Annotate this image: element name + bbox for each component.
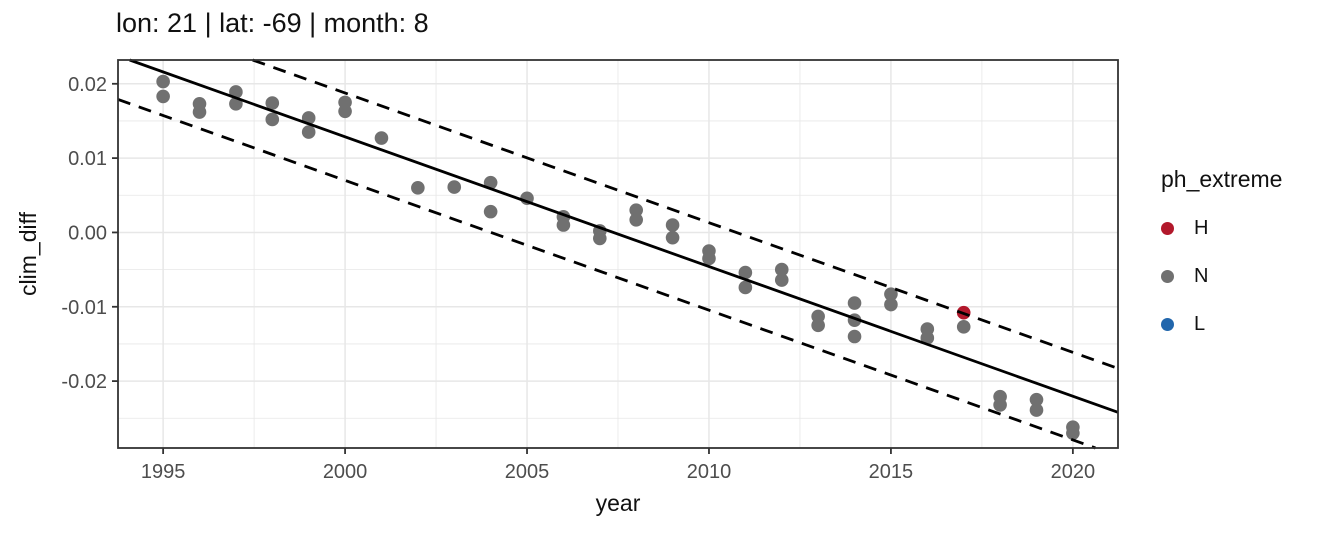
x-tick-label: 2015: [869, 461, 914, 483]
legend-dot-high-icon: [1161, 221, 1174, 235]
data-point-N: [884, 297, 898, 312]
legend-item-h: H: [1161, 215, 1282, 241]
data-point-N: [374, 131, 389, 145]
legend-item-n: N: [1161, 263, 1282, 289]
legend-dot-normal-icon: [1161, 269, 1174, 283]
data-point-N: [920, 331, 935, 345]
data-point-N: [338, 104, 352, 119]
legend-item-l: L: [1161, 311, 1282, 337]
prediction-band-line: [252, 58, 1119, 370]
data-point-N: [411, 181, 425, 195]
data-point-N: [847, 329, 862, 344]
data-point-N: [993, 398, 1007, 412]
data-point-N: [1029, 403, 1044, 417]
data-point-N: [192, 105, 207, 119]
data-point-N: [1029, 392, 1044, 407]
x-tick-label: 1995: [141, 461, 186, 483]
data-point-N: [483, 204, 498, 219]
legend-title: ph_extreme: [1161, 166, 1283, 192]
data-point-N: [265, 96, 280, 110]
data-point-N: [884, 287, 898, 301]
data-point-N: [265, 112, 280, 127]
panel-border: [117, 59, 1119, 449]
data-point-N: [811, 318, 825, 333]
y-axis-title: clim_diff: [15, 212, 41, 296]
trend-line: [129, 58, 1119, 414]
data-point-N: [702, 251, 716, 266]
data-point-N: [1066, 426, 1080, 440]
data-point-N: [629, 213, 643, 227]
data-point-N: [156, 89, 170, 104]
data-point-N: [593, 231, 607, 246]
y-tick-label: 0.00: [68, 222, 107, 244]
plot-title: lon: 21 | lat: -69 | month: 8: [116, 8, 429, 38]
data-point-N: [774, 262, 789, 277]
prediction-band-line: [117, 98, 1096, 450]
x-tick-label: 2010: [687, 461, 732, 483]
data-point-N: [847, 296, 862, 310]
data-point-N: [665, 218, 680, 232]
legend-label-normal: N: [1194, 264, 1209, 287]
y-tick-label: -0.02: [61, 371, 107, 393]
data-point-N: [629, 203, 643, 217]
data-point-N: [301, 125, 316, 139]
x-axis-title: year: [595, 490, 641, 516]
y-tick-label: -0.01: [61, 297, 107, 319]
data-point-N: [956, 320, 971, 334]
x-tick-label: 2005: [505, 461, 550, 483]
legend-label-high: H: [1194, 216, 1209, 239]
data-point-N: [665, 230, 680, 245]
legend: ph_extreme H N L: [1161, 166, 1282, 337]
data-point-N: [156, 74, 170, 89]
x-tick-label: 2000: [323, 461, 368, 483]
data-point-N: [556, 218, 571, 232]
y-tick-label: 0.02: [68, 74, 107, 96]
x-tick-label: 2020: [1051, 461, 1096, 483]
data-point-N: [447, 180, 462, 194]
legend-label-low: L: [1194, 312, 1206, 335]
data-point-N: [738, 265, 753, 280]
y-tick-label: 0.01: [68, 148, 107, 170]
legend-dot-low-icon: [1161, 317, 1174, 331]
data-point-N: [738, 280, 753, 295]
data-point-N: [774, 273, 789, 287]
